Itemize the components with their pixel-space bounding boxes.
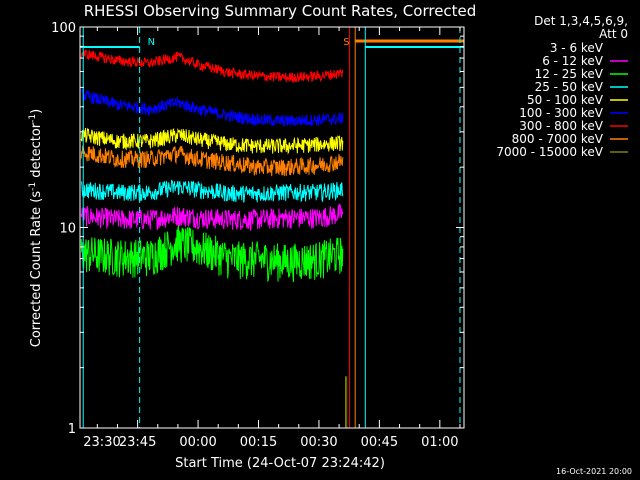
x-axis-label: Start Time (24-Oct-07 23:24:42)	[175, 456, 385, 471]
detectors-label: Det 1,3,4,5,6,9,	[534, 14, 628, 28]
legend-label: 12 - 25 keV	[535, 67, 604, 81]
legend-label: 800 - 7000 keV	[512, 132, 604, 146]
series-line-1	[80, 203, 344, 232]
y-tick-label: 1	[68, 422, 76, 437]
series-line-6	[80, 49, 344, 84]
y-axis-label: Corrected Count Rate (s-1 detector-1)	[28, 109, 44, 347]
series-line-5	[80, 88, 344, 127]
series-line-7	[80, 145, 344, 177]
x-tick-label: 00:45	[361, 435, 398, 450]
chart-title: RHESSI Observing Summary Count Rates, Co…	[84, 2, 477, 20]
series-line-4	[80, 127, 344, 155]
legend-label: 300 - 800 keV	[519, 119, 603, 133]
y-tick-label: 10	[59, 222, 76, 237]
footer-date: 16-Oct-2021 20:00	[556, 467, 632, 476]
x-tick-label: 23:45	[119, 435, 156, 450]
series-line-0	[80, 269, 344, 349]
legend-label: 25 - 50 keV	[535, 80, 604, 94]
x-tick-label: 00:15	[240, 435, 277, 450]
attenuator-label: Att 0	[599, 27, 628, 41]
series-line-8	[343, 376, 348, 429]
legend-label: 3 - 6 keV	[550, 41, 604, 55]
legend-label: 50 - 100 keV	[527, 93, 604, 107]
x-tick-label: 00:00	[179, 435, 216, 450]
legend-label: 6 - 12 keV	[542, 54, 604, 68]
x-tick-label: 00:30	[300, 435, 337, 450]
x-tick-label: 23:30	[83, 435, 120, 450]
x-tick-label: 01:00	[421, 435, 458, 450]
series-line-2	[80, 224, 344, 283]
y-tick-label: 100	[51, 21, 76, 36]
flag-label-N: N	[148, 37, 155, 48]
legend-label: 100 - 300 keV	[519, 106, 603, 120]
legend-label: 7000 - 15000 keV	[496, 145, 603, 159]
series-line-3	[80, 179, 344, 203]
plot-frame	[79, 26, 465, 429]
flag-label-S: S	[343, 37, 349, 48]
